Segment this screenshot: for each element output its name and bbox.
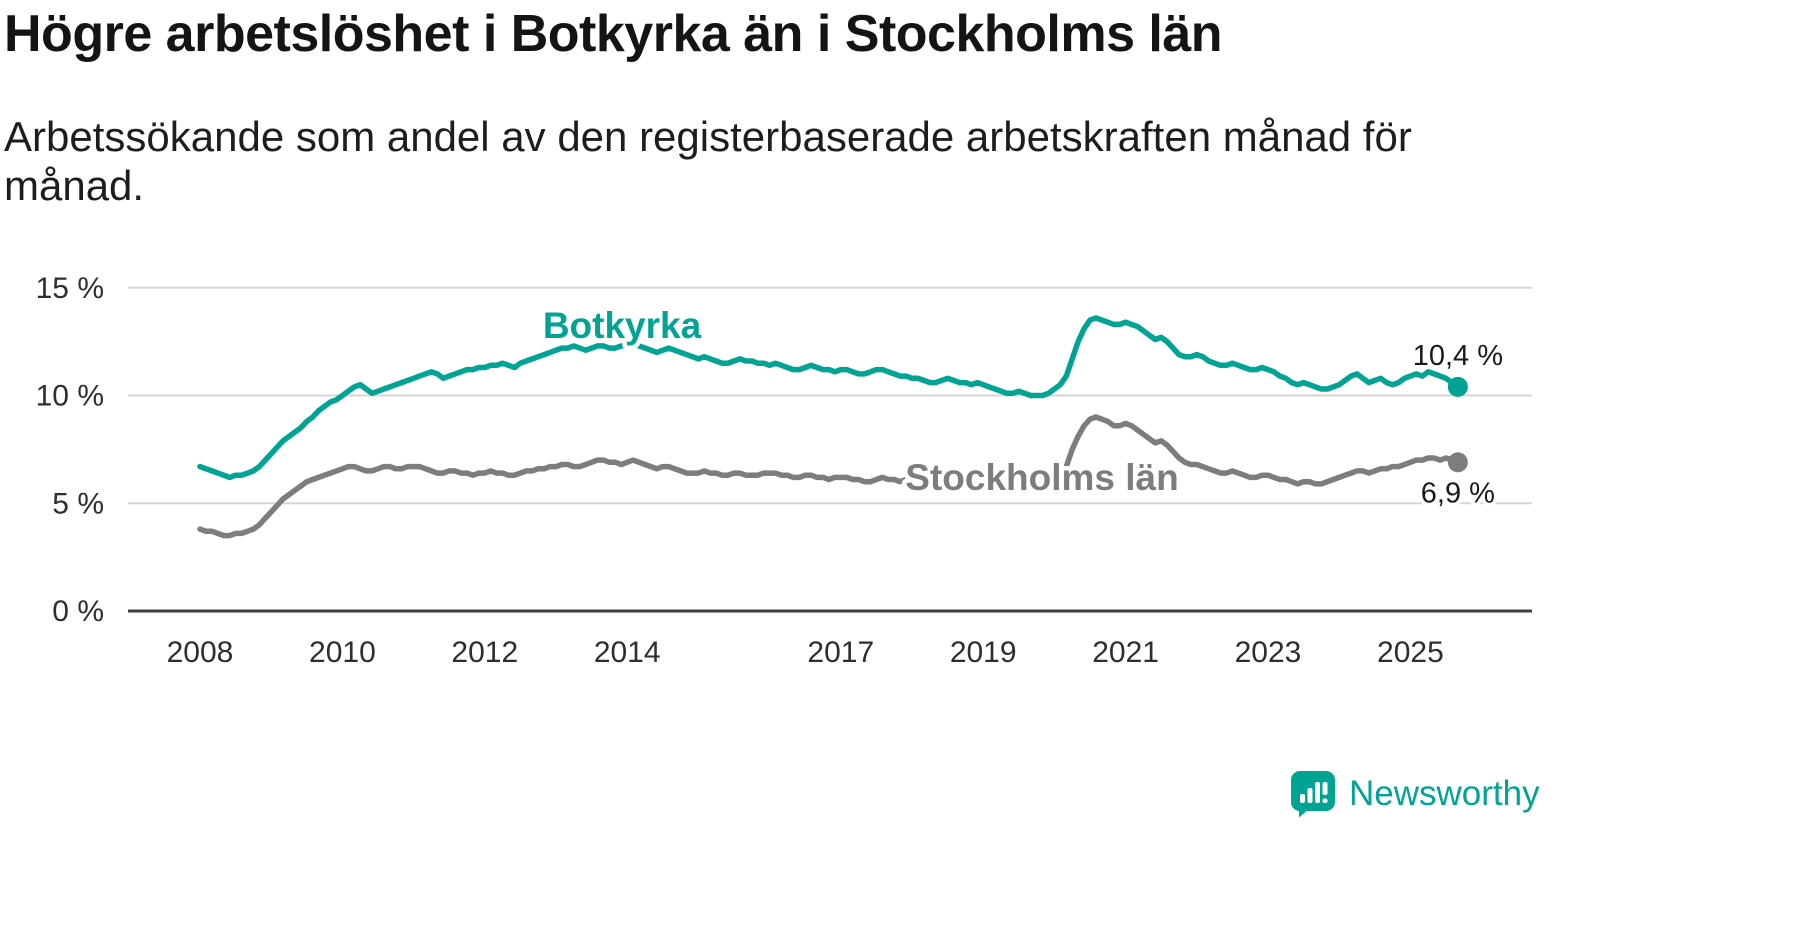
x-tick-label: 2023	[1235, 636, 1302, 669]
botkyrka-line	[197, 315, 1461, 481]
footer-brand: Newsworthy	[1290, 770, 1540, 818]
stockholms-lan-line	[197, 414, 1461, 539]
x-tick-label: 2014	[594, 636, 661, 669]
x-tick-label: 2025	[1377, 636, 1444, 669]
y-tick-label: 5 %	[52, 487, 104, 520]
newsworthy-logo-icon	[1291, 771, 1335, 818]
y-tick-label: 10 %	[36, 380, 104, 413]
x-tick-label: 2012	[451, 636, 518, 669]
botkyrka-series-label: Botkyrka	[543, 305, 702, 346]
y-tick-label: 15 %	[36, 272, 104, 305]
x-tick-label: 2017	[807, 636, 874, 669]
stockholms-lan-value-label: 6,9 %	[1421, 477, 1495, 509]
stockholms-lan-series-label: Stockholms län	[905, 457, 1178, 498]
newsworthy-brand-text: Newsworthy	[1349, 774, 1540, 813]
x-tick-label: 2019	[950, 636, 1017, 669]
x-tick-label: 2008	[167, 636, 234, 669]
botkyrka-value-label: 10,4 %	[1413, 340, 1503, 372]
x-tick-label: 2010	[309, 636, 376, 669]
y-tick-label: 0 %	[52, 595, 104, 628]
botkyrka-end-dot	[1447, 376, 1468, 397]
chart-title: Högre arbetslöshet i Botkyrka än i Stock…	[4, 5, 1223, 63]
chart-subtitle: Arbetssökande som andel av den registerb…	[4, 113, 1412, 210]
stockholms-lan-end-dot	[1447, 452, 1468, 473]
x-tick-label: 2021	[1092, 636, 1159, 669]
